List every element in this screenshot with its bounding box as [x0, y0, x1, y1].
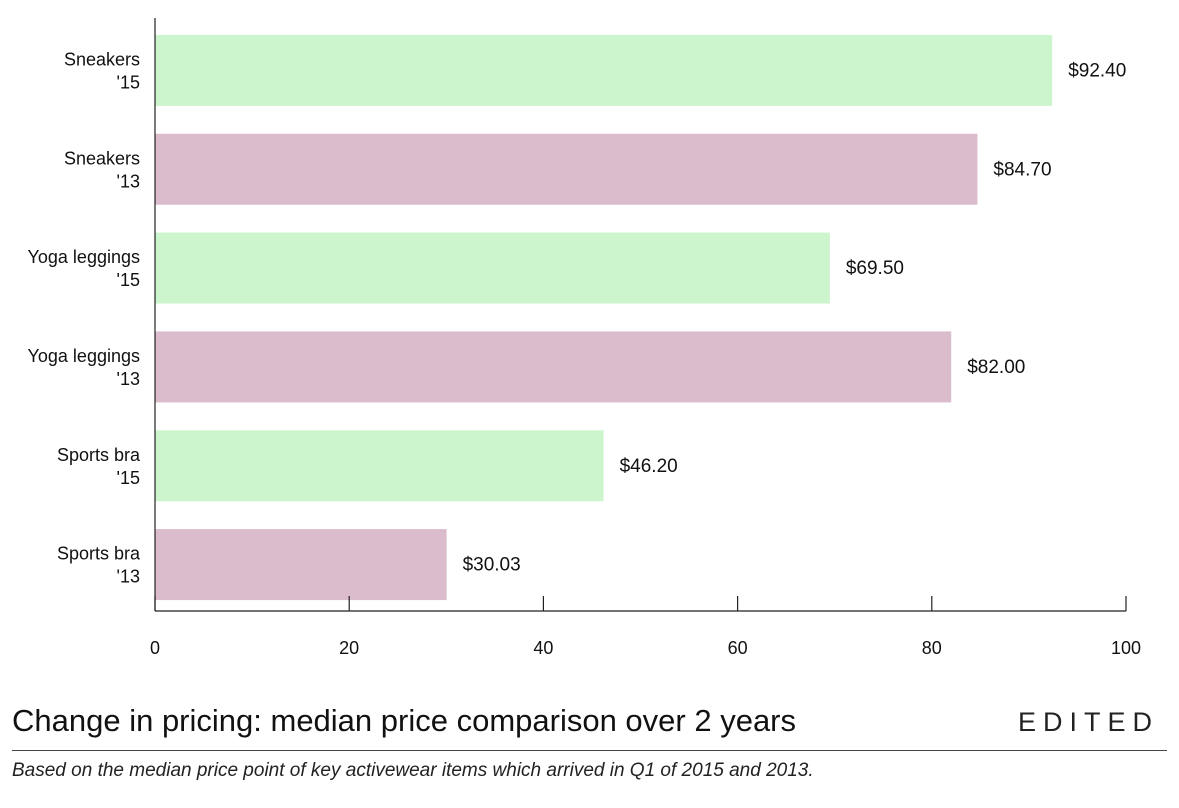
x-tick-label: 100 [1111, 638, 1141, 658]
bar [155, 133, 978, 205]
x-tick-label: 80 [922, 638, 942, 658]
value-label: $69.50 [846, 258, 904, 279]
bar [155, 331, 952, 403]
chart-title: Change in pricing: median price comparis… [12, 703, 797, 738]
value-label: $84.70 [993, 159, 1051, 180]
brand-logo: EDITED [1017, 707, 1159, 737]
value-labels-group: $92.40 $84.70 $69.50 $82.00 $46.20 $30.03 [463, 60, 1127, 575]
x-tick-label: 20 [339, 638, 359, 658]
category-label: Sneakers '15 [64, 49, 140, 92]
bar-chart: $92.40 $84.70 $69.50 $82.00 $46.20 $30.03 Sne… [28, 18, 1141, 658]
value-label: $92.40 [1068, 60, 1126, 81]
x-tick-label: 60 [728, 638, 748, 658]
category-label: Yoga leggings '15 [28, 247, 140, 290]
category-label: Sports bra '13 [57, 544, 141, 587]
bar [155, 430, 604, 502]
bar [155, 232, 830, 304]
category-label: Sneakers '13 [64, 148, 140, 191]
value-label: $30.03 [463, 555, 521, 576]
x-axis-ticks: 0 20 40 60 80 100 [150, 596, 1141, 658]
title-divider [12, 750, 1167, 751]
x-tick-label: 0 [150, 638, 160, 658]
category-labels-group: Sneakers '15 Sneakers '13 Yoga leggings '15 Yo… [28, 49, 141, 586]
category-label: Yoga leggings '13 [28, 346, 140, 389]
bars-group [155, 34, 1053, 601]
value-label: $82.00 [967, 357, 1025, 378]
x-tick-label: 40 [533, 638, 553, 658]
category-label: Sports bra '15 [57, 445, 141, 488]
chart-subtitle: Based on the median price point of key a… [12, 760, 814, 781]
value-label: $46.20 [620, 456, 678, 477]
bar [155, 34, 1053, 106]
bar [155, 529, 447, 601]
